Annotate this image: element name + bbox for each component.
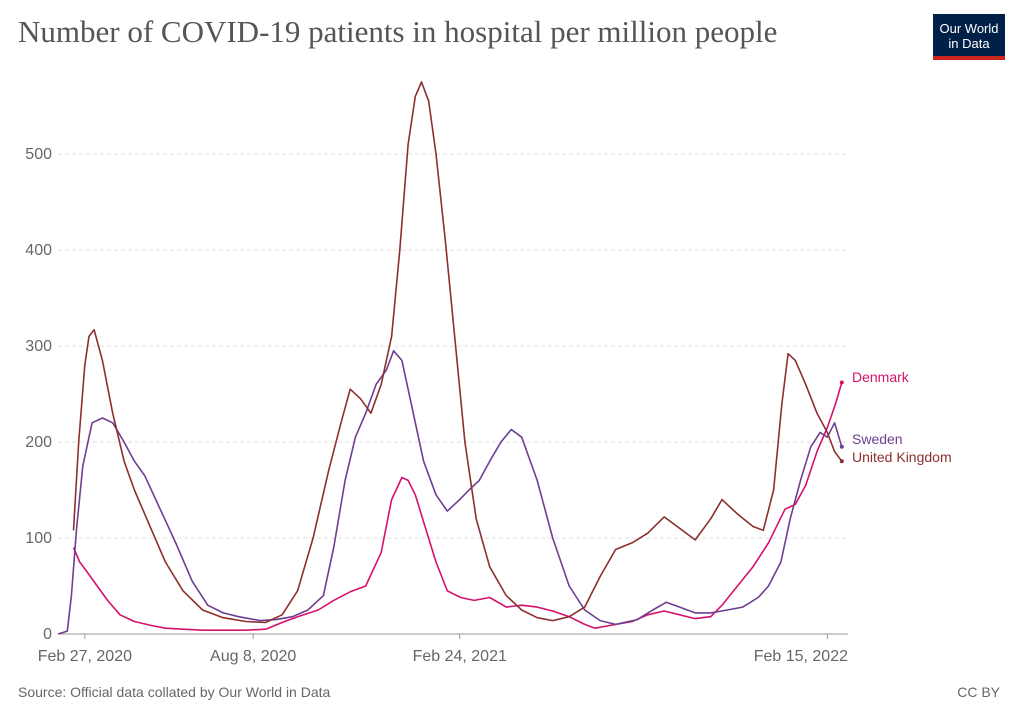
series-label-united-kingdom: United Kingdom [852, 449, 952, 465]
series-line-united-kingdom [72, 81, 843, 624]
y-tick-label: 400 [25, 242, 52, 259]
chart-title: Number of COVID-19 patients in hospital … [18, 14, 778, 49]
series-endpoint-denmark [839, 380, 844, 385]
logo-line-1: Our World [939, 21, 999, 36]
y-tick-label: 0 [43, 626, 52, 643]
series-label-sweden: Sweden [852, 431, 903, 447]
x-tick-label: Feb 15, 2022 [754, 648, 848, 665]
logo-line-2: in Data [948, 36, 990, 51]
source-note: Source: Official data collated by Our Wo… [18, 684, 331, 700]
y-tick-label: 300 [25, 338, 52, 355]
x-tick-label: Aug 8, 2020 [210, 648, 296, 665]
x-tick-label: Feb 24, 2021 [413, 648, 507, 665]
y-tick-label: 200 [25, 434, 52, 451]
owid-logo[interactable]: Our World in Data [933, 14, 1005, 60]
series-label-denmark: Denmark [852, 369, 910, 385]
x-tick-label: Feb 27, 2020 [38, 648, 132, 665]
y-tick-label: 500 [25, 146, 52, 163]
series-line-denmark [72, 382, 843, 631]
series-endpoint-sweden [839, 444, 844, 449]
y-tick-label: 100 [25, 530, 52, 547]
series-line-sweden [57, 350, 843, 635]
series-endpoint-united-kingdom [839, 459, 844, 464]
license-link[interactable]: CC BY [957, 684, 1000, 700]
